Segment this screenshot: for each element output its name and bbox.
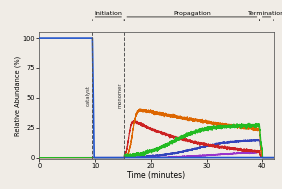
Text: Propagation: Propagation	[173, 11, 211, 16]
Text: monomer: monomer	[118, 83, 122, 108]
Y-axis label: Relative Abundance (%): Relative Abundance (%)	[14, 55, 21, 136]
Text: Initiation: Initiation	[94, 11, 122, 16]
Text: catalyst: catalyst	[86, 85, 91, 106]
Text: Termination: Termination	[248, 11, 282, 16]
X-axis label: Time (minutes): Time (minutes)	[127, 171, 186, 180]
